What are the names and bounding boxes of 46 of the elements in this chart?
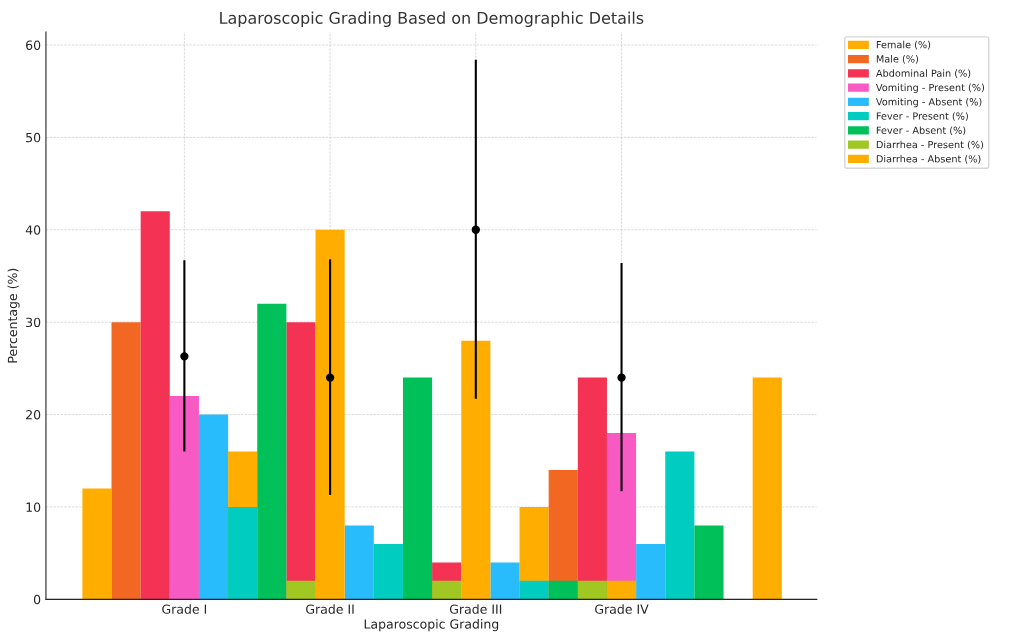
legend-label: Diarrhea - Absent (%): [876, 154, 981, 164]
bar: [257, 303, 287, 600]
y-tick-label: 20: [26, 410, 41, 420]
bar: [577, 580, 607, 600]
bar: [198, 414, 229, 600]
y-tick-label: 0: [33, 594, 41, 605]
y-tick-label: 60: [26, 40, 41, 50]
x-axis-title: Laparoscopic Grading: [364, 619, 499, 632]
bar: [432, 580, 462, 600]
bar: [140, 211, 170, 600]
legend-label: Fever - Absent (%): [876, 126, 966, 136]
bar: [548, 580, 578, 600]
bar: [228, 506, 258, 600]
y-tick-label: 40: [25, 225, 41, 235]
bar: [286, 580, 316, 600]
bar: [402, 377, 433, 600]
legend-label: Female (%): [876, 40, 931, 50]
chart-title: Laparoscopic Grading Based on Demographic Details: [220, 11, 644, 28]
legend-label: Male (%): [876, 55, 919, 64]
bar: [111, 322, 141, 600]
x-tick-label: Grade IV: [595, 604, 649, 614]
y-tick-label: 30: [26, 317, 41, 328]
bar: [490, 562, 520, 600]
bar: [665, 451, 695, 600]
bar: [461, 340, 491, 600]
bar: [169, 396, 199, 600]
legend-label: Vomiting - Absent (%): [875, 97, 982, 108]
legend-label: Vomiting - Present (%): [875, 83, 984, 94]
bar: [636, 543, 666, 600]
x-tick-label: Grade I: [162, 604, 207, 614]
bar: [344, 525, 374, 600]
bar: [606, 580, 637, 600]
legend-label: Diarrhea - Present (%): [876, 140, 984, 150]
bar: [694, 525, 724, 600]
x-tick-label: Grade III: [449, 604, 502, 614]
legend-label: Abdominal Pain (%): [875, 69, 971, 79]
y-axis-title: Percentage (%): [7, 268, 20, 363]
y-tick-label: 10: [26, 502, 41, 512]
bar: [373, 543, 403, 600]
x-tick-label: Grade II: [306, 604, 354, 614]
legend-label: Fever - Present (%): [876, 112, 968, 121]
y-tick-label: 50: [26, 132, 41, 143]
bar: [519, 580, 549, 600]
bar: [82, 488, 112, 600]
bar: [752, 377, 782, 600]
bar: [315, 229, 345, 600]
